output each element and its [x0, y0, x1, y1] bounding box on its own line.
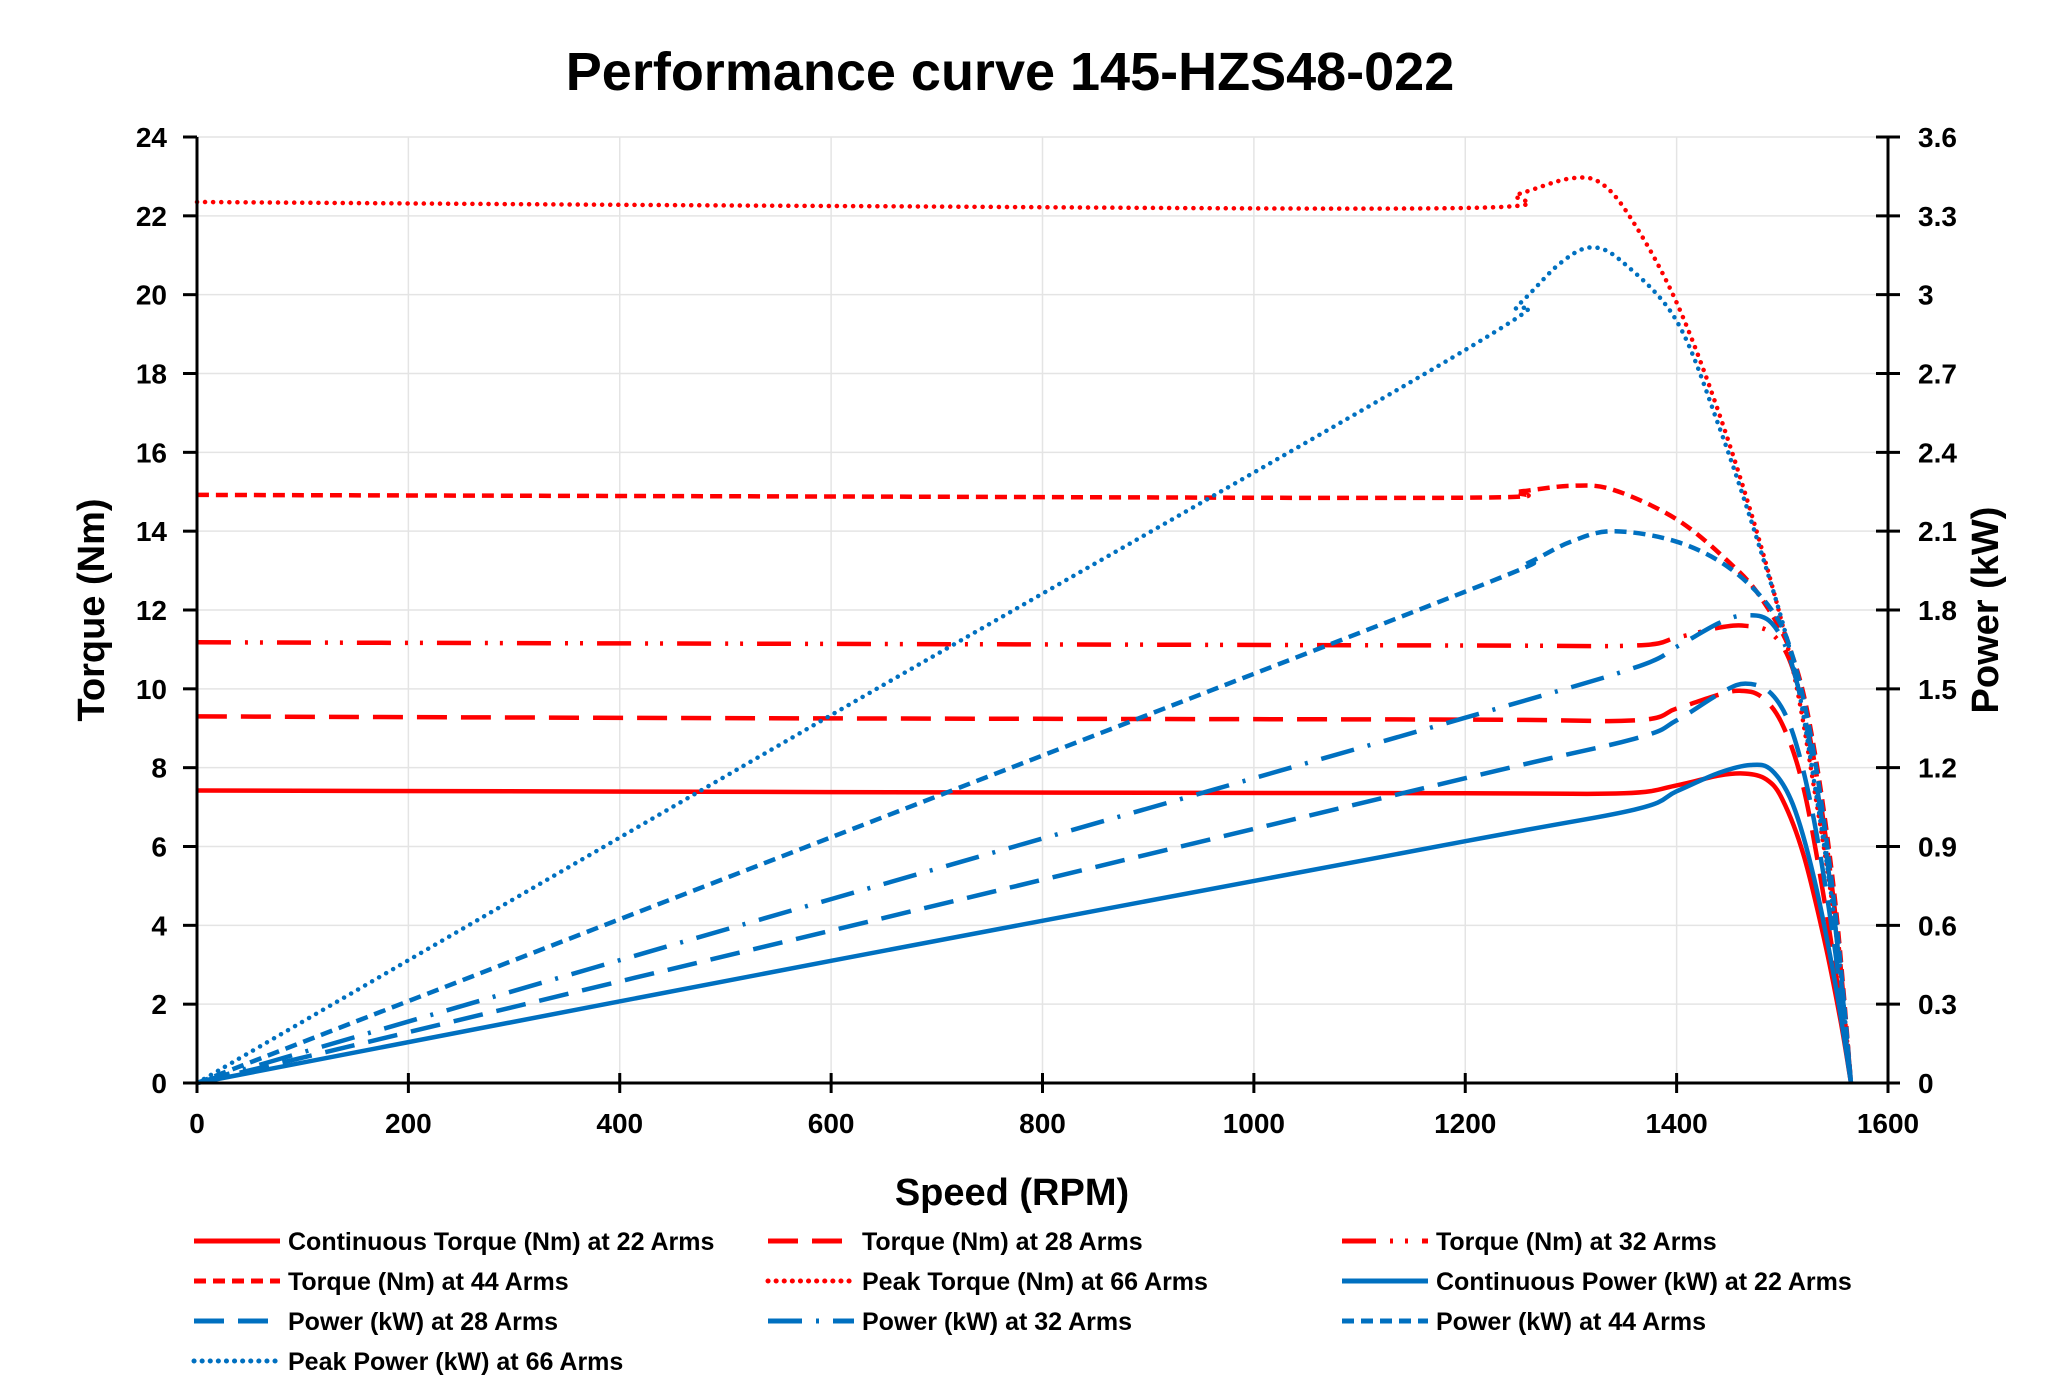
legend-label: Torque (Nm) at 44 Arms [288, 1268, 569, 1296]
y2-tick-label: 2.7 [1918, 359, 1957, 390]
series-line-power-kw-at-44-arms [196, 528, 1854, 1086]
y-axis-label: Torque (Nm) [71, 498, 113, 721]
y-tick-label: 10 [136, 674, 167, 705]
legend-label: Torque (Nm) at 32 Arms [1436, 1228, 1717, 1256]
x-tick-label: 0 [189, 1108, 205, 1139]
series-line-peak-power-kw-at-66-arms [194, 245, 1854, 1086]
axes: 0 200 400 600 800 1000 1200 1400 160002468101214… [136, 122, 1958, 1139]
gridlines [197, 136, 1888, 1083]
y-tick-label: 24 [136, 122, 168, 153]
y2-tick-label: 1.8 [1918, 595, 1957, 626]
y-tick-label: 20 [136, 280, 167, 311]
x-axis-label: Speed (RPM) [895, 1172, 1129, 1214]
y2-axis-label: Power (kW) [1965, 507, 2007, 714]
y2-tick-label: 3 [1918, 280, 1934, 311]
y-tick-label: 6 [151, 832, 167, 863]
x-tick-label: 1600 [1857, 1108, 1919, 1139]
chart-title: Performance curve 145-HZS48-022 [566, 42, 1454, 102]
y-tick-label: 18 [136, 359, 167, 390]
legend: Continuous Torque (Nm) at 22 Arms Torque … [191, 1228, 1852, 1376]
y-tick-label: 12 [136, 595, 167, 626]
y-tick-label: 4 [151, 910, 167, 941]
y2-tick-label: 2.4 [1918, 437, 1957, 468]
y-tick-label: 14 [136, 516, 168, 547]
x-tick-label: 400 [596, 1108, 643, 1139]
series-line-continuous-power-kw-at-22-arms [196, 762, 1854, 1086]
series-line-peak-torque-nm-at-66-arms [194, 175, 1854, 1086]
series-line-torque-nm-at-32-arms [196, 623, 1854, 1084]
y2-tick-label: 3.3 [1918, 201, 1957, 232]
x-tick-label: 800 [1019, 1108, 1066, 1139]
y2-tick-label: 0.3 [1918, 989, 1957, 1020]
legend-label: Peak Torque (Nm) at 66 Arms [862, 1268, 1208, 1296]
legend-label: Power (kW) at 44 Arms [1436, 1308, 1706, 1336]
y2-tick-label: 0 [1918, 1068, 1934, 1099]
x-tick-label: 200 [385, 1108, 432, 1139]
series-line-continuous-torque-nm-at-22-arms [196, 771, 1854, 1084]
y2-tick-label: 0.6 [1918, 910, 1957, 941]
series-lines [194, 175, 1854, 1086]
series-line-torque-nm-at-28-arms [196, 688, 1854, 1084]
x-tick-label: 1000 [1223, 1108, 1285, 1139]
y-tick-label: 2 [151, 989, 167, 1020]
legend-label: Torque (Nm) at 28 Arms [862, 1228, 1143, 1256]
legend-label: Power (kW) at 28 Arms [288, 1308, 558, 1336]
y2-tick-label: 2.1 [1918, 516, 1957, 547]
y2-tick-label: 1.5 [1918, 674, 1957, 705]
series-line-power-kw-at-32-arms [196, 613, 1854, 1086]
x-tick-label: 1200 [1434, 1108, 1496, 1139]
y-tick-label: 22 [136, 201, 167, 232]
y-tick-label: 8 [151, 753, 167, 784]
legend-label: Peak Power (kW) at 66 Arms [288, 1348, 623, 1376]
y2-tick-label: 0.9 [1918, 832, 1957, 863]
legend-label: Continuous Power (kW) at 22 Arms [1436, 1268, 1852, 1296]
y-tick-label: 0 [151, 1068, 167, 1099]
series-line-torque-nm-at-44-arms [196, 483, 1854, 1084]
y2-tick-label: 1.2 [1918, 753, 1957, 784]
series-line-power-kw-at-28-arms [196, 681, 1854, 1086]
x-tick-label: 600 [808, 1108, 855, 1139]
legend-label: Power (kW) at 32 Arms [862, 1308, 1132, 1336]
y-tick-label: 16 [136, 437, 167, 468]
legend-label: Continuous Torque (Nm) at 22 Arms [288, 1228, 714, 1256]
y2-tick-label: 3.6 [1918, 122, 1957, 153]
x-tick-label: 1400 [1645, 1108, 1707, 1139]
